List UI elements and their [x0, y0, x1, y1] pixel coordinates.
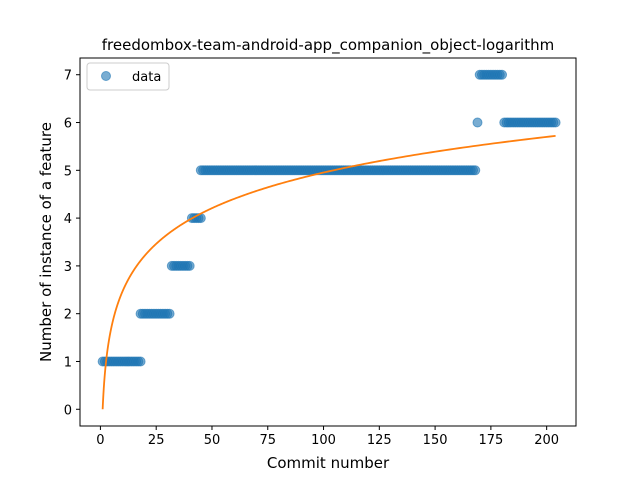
data-point	[470, 165, 481, 176]
y-tick-label: 1	[64, 355, 72, 370]
data-point	[184, 260, 195, 271]
chart-title: freedombox-team-android-app_companion_ob…	[102, 36, 554, 55]
y-tick-label: 3	[64, 260, 72, 275]
x-tick-label: 75	[259, 433, 276, 448]
x-tick-label: 150	[423, 433, 448, 448]
data-point	[550, 117, 561, 128]
y-tick-label: 7	[64, 69, 72, 84]
x-tick-label: 125	[367, 433, 392, 448]
data-point	[164, 308, 175, 319]
data-point	[497, 69, 508, 80]
y-axis: 0 1 2 3 4 5 6 7	[64, 69, 80, 418]
x-axis-label: Commit number	[267, 454, 390, 472]
x-tick-label: 200	[534, 433, 559, 448]
x-axis: 0 25 50 75 100 125 150 175 200	[96, 426, 559, 448]
y-tick-label: 5	[64, 164, 72, 179]
x-tick-label: 50	[204, 433, 221, 448]
y-tick-label: 6	[64, 117, 72, 132]
legend: data	[86, 62, 170, 91]
legend-label-data: data	[132, 70, 161, 85]
plot-frame	[79, 57, 577, 427]
data-point	[135, 356, 146, 367]
x-tick-label: 0	[96, 433, 104, 448]
y-tick-label: 2	[64, 308, 72, 323]
legend-box	[86, 62, 170, 91]
y-tick-label: 4	[64, 212, 72, 227]
legend-marker-data	[101, 71, 111, 81]
log-fit-line	[101, 135, 556, 410]
x-tick-label: 25	[148, 433, 165, 448]
y-axis-label: Number of instance of a feature	[37, 122, 55, 362]
x-tick-label: 175	[478, 433, 503, 448]
plot-area	[97, 69, 561, 410]
x-tick-label: 100	[311, 433, 336, 448]
data-point	[472, 117, 483, 128]
y-tick-label: 0	[64, 403, 72, 418]
